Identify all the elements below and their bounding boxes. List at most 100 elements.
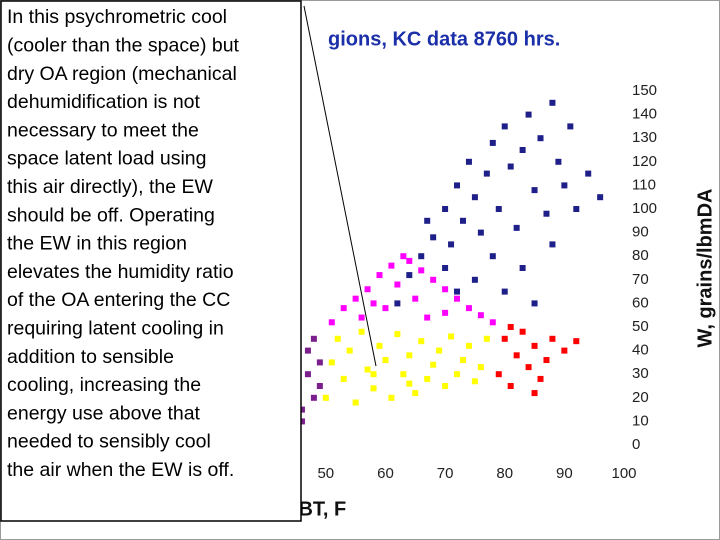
point [406, 272, 413, 279]
point [483, 170, 490, 177]
x-tick-label: 100 [611, 465, 636, 482]
x-tick-label: 50 [317, 465, 334, 482]
point [531, 187, 538, 194]
callout-line: requiring latent cooling in [7, 317, 224, 339]
y-tick-label: 130 [632, 129, 657, 146]
y-tick-label: 80 [632, 247, 649, 264]
point [406, 352, 413, 359]
callout-line: dry OA region (mechanical [7, 63, 237, 85]
y-tick-label: 40 [632, 342, 649, 359]
point [370, 371, 377, 378]
point [418, 267, 425, 274]
point [430, 276, 437, 283]
point [424, 314, 431, 321]
point [513, 224, 520, 231]
point [465, 342, 472, 349]
point [412, 390, 419, 397]
point [477, 229, 484, 236]
point [543, 357, 550, 364]
point [352, 399, 359, 406]
point [370, 385, 377, 392]
point [454, 288, 461, 295]
point [442, 286, 449, 293]
point [364, 286, 371, 293]
point [507, 324, 514, 330]
point [328, 319, 335, 326]
point [358, 314, 365, 321]
point [316, 383, 323, 389]
point [507, 383, 514, 389]
point [400, 371, 407, 378]
point [501, 123, 508, 130]
y-axis-label: W, grains/lbmDA [694, 189, 716, 348]
x-tick-label: 70 [437, 465, 454, 482]
y-tick-label: 20 [632, 389, 649, 406]
point [328, 359, 335, 366]
callout-line: dehumidification is not [7, 91, 201, 113]
y-tick-label: 50 [632, 318, 649, 335]
point [352, 295, 359, 302]
x-tick-label: 80 [496, 465, 513, 482]
point [597, 194, 604, 201]
point [412, 295, 419, 302]
y-tick-label: 30 [632, 365, 649, 382]
point [531, 342, 538, 349]
point [465, 158, 472, 165]
point [573, 206, 580, 212]
point [364, 366, 371, 373]
y-tick-label: 110 [632, 176, 656, 193]
point [418, 253, 425, 260]
point [310, 394, 317, 401]
point [555, 158, 562, 165]
point [442, 265, 449, 271]
point [537, 375, 544, 382]
point [442, 206, 449, 212]
y-tick-label: 140 [632, 106, 657, 123]
callout-line: space latent load using [7, 148, 206, 170]
point [340, 305, 347, 312]
point [537, 135, 544, 142]
point [388, 394, 395, 401]
point [495, 371, 502, 378]
point [531, 300, 538, 307]
chart-title: gions, KC data 8760 hrs. [328, 28, 560, 50]
point [358, 328, 365, 335]
callout-line: the EW in this region [7, 233, 187, 255]
point [382, 357, 389, 364]
y-tick-label: 90 [632, 224, 649, 241]
point [382, 305, 389, 312]
point [322, 394, 329, 401]
point [573, 338, 580, 345]
point [567, 123, 574, 130]
point [454, 295, 461, 302]
point [519, 265, 526, 271]
point [561, 347, 568, 354]
point [513, 352, 520, 359]
point [388, 262, 395, 269]
callout-line: (cooler than the space) but [7, 34, 240, 56]
point [549, 241, 556, 248]
y-tick-label: 0 [632, 436, 640, 453]
callout-line: elevates the humidity ratio [7, 261, 234, 283]
point [394, 281, 401, 288]
point [394, 331, 401, 338]
point [531, 390, 538, 397]
point [454, 182, 461, 189]
point [501, 335, 508, 342]
leader-line [303, 5, 377, 367]
callout-line: needed to sensibly cool [7, 431, 211, 453]
plot: 0 10 20 30 40 50 60 70 80 90 100 110 120 130 140 150 50 6… [298, 82, 657, 482]
point [424, 375, 431, 382]
point [376, 272, 383, 279]
y-tick-label: 150 [632, 82, 657, 99]
point [489, 139, 496, 146]
point [442, 309, 449, 316]
point [424, 217, 431, 224]
callout-line: this air directly), the EW [7, 176, 213, 198]
callout-line: addition to sensible [7, 346, 174, 368]
point [459, 217, 466, 224]
point [519, 147, 526, 153]
point [525, 364, 532, 371]
callout-line: of the OA entering the CC [7, 289, 230, 311]
